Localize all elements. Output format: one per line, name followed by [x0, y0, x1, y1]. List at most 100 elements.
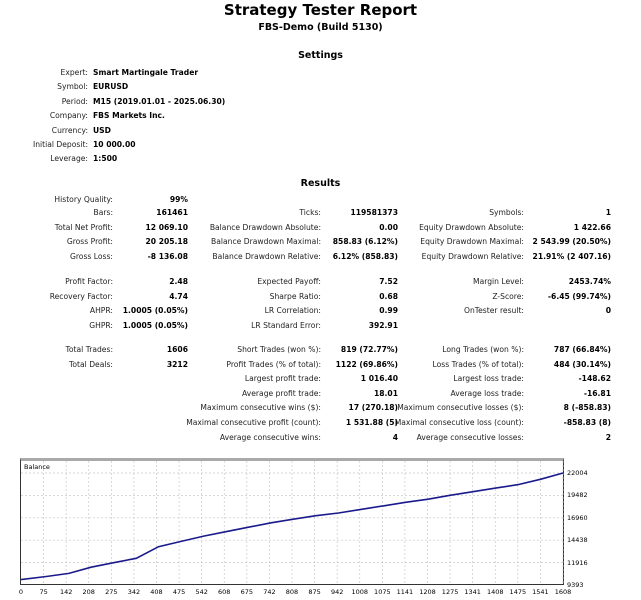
result-label: Gross Profit: [66, 237, 113, 247]
result-value: 2 [605, 432, 611, 442]
x-tick-label: 142 [59, 588, 73, 596]
report-title: Strategy Tester Report [223, 1, 418, 19]
result-label: Total Deals: [69, 359, 113, 369]
result-label: Gross Loss: [69, 251, 113, 261]
result-label: Profit Factor: [65, 277, 113, 286]
result-value: 119581373 [350, 208, 398, 217]
result-value: -16.81 [583, 388, 611, 398]
result-label: Maximal consecutive loss (count): [394, 418, 524, 427]
result-value: -6.45 (99.74%) [547, 291, 611, 301]
settings-label: Company: [49, 111, 88, 121]
result-label: Sharpe Ratio: [269, 291, 321, 301]
result-label: Maximum consecutive wins ($): [200, 403, 321, 413]
result-label: Profit Trades (% of total): [226, 359, 321, 369]
balance-chart: Balance [20, 458, 564, 585]
x-tick-label: 1141 [396, 588, 414, 596]
settings-label: Leverage: [50, 154, 88, 164]
result-label: Average profit trade: [242, 388, 321, 398]
result-value: 1 [605, 208, 611, 217]
x-tick-label: 608 [218, 588, 231, 596]
settings-value: 10 000.00 [93, 140, 136, 149]
result-value: 8 (-858.83) [563, 403, 611, 413]
x-tick-label: 1541 [532, 588, 549, 596]
result-value: 99% [169, 195, 188, 204]
result-label: Z-Score: [492, 291, 524, 301]
result-value: 0.68 [379, 291, 398, 301]
result-label: LR Standard Error: [251, 320, 321, 330]
settings-heading: Settings [298, 50, 343, 61]
settings-value: FBS Markets Inc. [93, 111, 165, 121]
result-value: 1122 (69.86%) [335, 359, 398, 369]
result-value: 1 531.88 (5) [345, 418, 398, 427]
result-label: Ticks: [299, 208, 321, 217]
result-value: 0.99 [379, 306, 398, 316]
settings-value: 1:500 [93, 154, 118, 164]
result-label: Short Trades (won %): [237, 345, 321, 354]
result-value: 21.91% (2 407.16) [532, 251, 611, 261]
settings-value: USD [93, 125, 111, 135]
result-label: LR Correlation: [264, 306, 321, 316]
y-tick-label: 22004 [567, 469, 588, 477]
result-value: 4.74 [169, 291, 188, 301]
result-value: 12 069.10 [145, 222, 188, 232]
balance-line-plot [21, 461, 564, 585]
result-label: Equity Drawdown Relative: [421, 251, 524, 261]
result-value: 17 (270.18) [348, 403, 398, 413]
result-label: Expected Payoff: [257, 277, 321, 286]
settings-value: Smart Martingale Trader [93, 68, 199, 77]
y-tick-label: 9393 [567, 581, 584, 589]
report-subtitle: FBS-Demo (Build 5130) [258, 22, 383, 33]
settings-label: Initial Deposit: [32, 140, 88, 149]
result-value: 392.91 [368, 320, 398, 330]
result-value: 0 [605, 306, 611, 316]
result-value: 7.52 [379, 277, 398, 286]
x-tick-label: 1008 [351, 588, 369, 596]
result-label: GHPR: [89, 320, 113, 330]
result-value: -8 136.08 [147, 251, 188, 261]
result-value: 0.00 [379, 222, 398, 232]
x-tick-label: 208 [82, 588, 95, 596]
result-value: 484 (30.14%) [553, 359, 611, 369]
result-label: Maximal consecutive profit (count): [186, 418, 321, 427]
result-value: -858.83 (8) [563, 418, 611, 427]
settings-label: Symbol: [57, 82, 88, 92]
result-label: AHPR: [89, 306, 113, 316]
x-tick-label: 1275 [441, 588, 459, 596]
settings-value: EURUSD [93, 82, 129, 92]
x-tick-label: 542 [195, 588, 208, 596]
result-label: Equity Drawdown Maximal: [420, 237, 524, 247]
x-tick-label: 808 [285, 588, 299, 596]
result-value: 4 [392, 432, 398, 442]
y-tick-label: 16960 [567, 513, 588, 522]
result-label: Long Trades (won %): [442, 345, 524, 354]
x-tick-label: 75 [39, 588, 48, 596]
result-label: Largest profit trade: [244, 374, 321, 384]
x-tick-label: 1408 [486, 588, 504, 596]
result-value: 1606 [166, 345, 188, 354]
result-value: 1.0005 (0.05%) [122, 306, 188, 316]
result-label: OnTester result: [464, 306, 524, 316]
results-heading: Results [300, 178, 341, 189]
result-value: -148.62 [578, 374, 611, 384]
x-tick-label: 408 [150, 588, 163, 596]
result-value: 2453.74% [568, 277, 611, 286]
result-label: Bars: [93, 208, 114, 217]
x-tick-label: 742 [263, 588, 276, 596]
result-value: 819 (72.77%) [340, 345, 398, 354]
result-label: Loss Trades (% of total): [432, 359, 524, 369]
result-value: 1.0005 (0.05%) [122, 320, 188, 330]
y-tick-label: 11916 [567, 558, 588, 567]
result-label: Average consecutive losses: [416, 432, 524, 442]
x-tick-label: 0 [18, 588, 24, 596]
x-tick-label: 1208 [419, 588, 436, 596]
x-tick-label: 1341 [464, 588, 481, 596]
settings-label: Period: [61, 96, 88, 106]
settings-label: Expert: [60, 68, 88, 77]
x-tick-label: 475 [172, 588, 186, 596]
result-value: 3212 [166, 359, 188, 369]
result-label: Total Trades: [65, 345, 113, 354]
result-label: Recovery Factor: [49, 291, 113, 301]
result-label: Balance Drawdown Relative: [212, 251, 321, 261]
y-tick-label: 19482 [567, 491, 588, 500]
x-tick-label: 342 [127, 588, 141, 596]
